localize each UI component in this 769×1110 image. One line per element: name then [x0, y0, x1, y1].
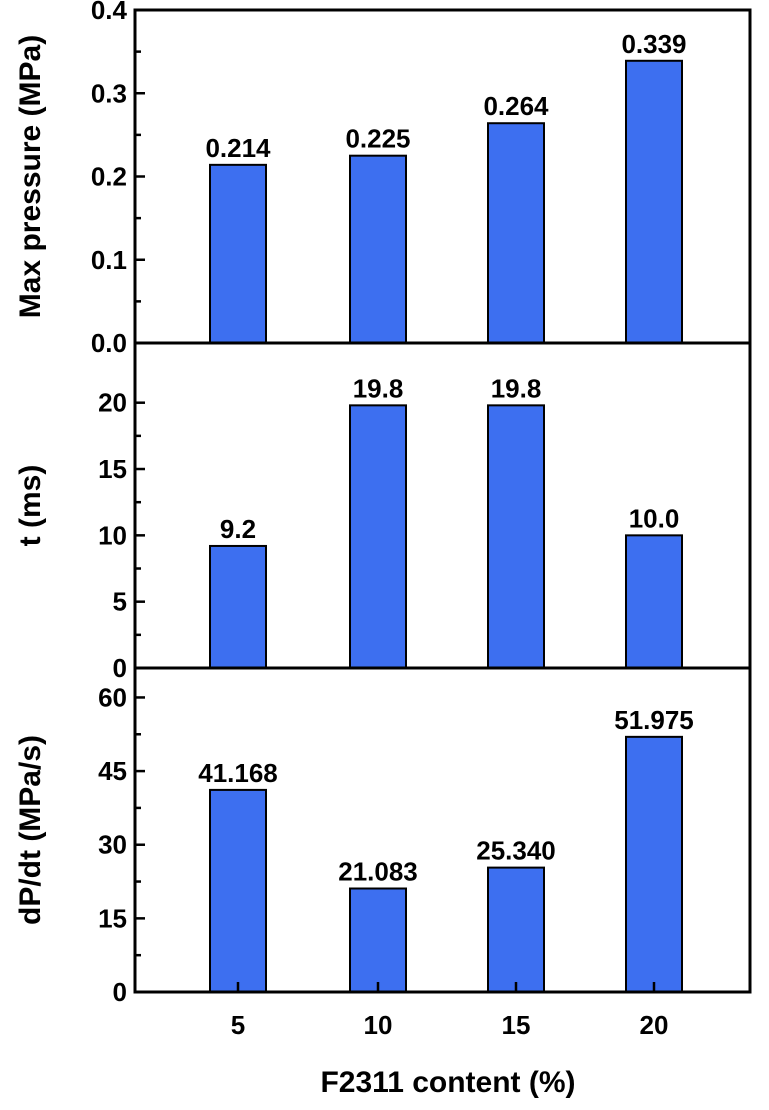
- data-label-panel2-20: 10.0: [629, 503, 680, 533]
- data-label-panel3-5: 41.168: [198, 758, 278, 788]
- y-tick-label-panel3: 60: [98, 682, 127, 712]
- bar-panel1-15: [487, 122, 545, 344]
- data-label-panel1-15: 0.264: [483, 91, 549, 121]
- data-label-panel3-10: 21.083: [338, 857, 418, 887]
- y-tick-label-panel1: 0.1: [91, 245, 127, 275]
- x-tick-label-15: 15: [502, 1010, 531, 1040]
- panel-2: 9.2 19.8 19.8 10.0 0 5 10 15 20 t (ms): [14, 341, 752, 683]
- y-tick-label-panel2: 15: [98, 454, 127, 484]
- y-axis-title-panel2: t (ms): [14, 465, 47, 547]
- panel-3: 41.168 21.083 25.340 51.975 0 15 30 45 60 dP/dt (…: [14, 666, 752, 1007]
- bar-panel1-20: [625, 59, 683, 344]
- panel-1: 0.214 0.225 0.264 0.339 0.0 0.1 0.2 0.3 0.4 Max p…: [14, 0, 752, 358]
- y-tick-label-panel3: 45: [98, 756, 127, 786]
- chart-panels: 0.214 0.225 0.264 0.339 0.0 0.1 0.2 0.3 0.4 Max p…: [14, 0, 752, 1007]
- bar-panel3-15: [487, 866, 545, 993]
- bar-panel2-20: [625, 534, 683, 669]
- data-label-panel1-5: 0.214: [205, 133, 271, 163]
- x-axis-title: F2311 content (%): [320, 1066, 575, 1099]
- bar-panel1-10: [349, 154, 407, 344]
- shared-x-axis: 5 10 15 20: [231, 982, 669, 1040]
- panel-frame-3: [133, 666, 752, 994]
- y-tick-label-panel3: 15: [98, 903, 127, 933]
- y-axis-title-panel3: dP/dt (MPa/s): [14, 735, 47, 925]
- y-tick-label-panel1: 0.4: [91, 0, 128, 25]
- y-tick-label-panel2: 5: [113, 587, 127, 617]
- y-axis-title-panel1: Max pressure (MPa): [14, 35, 47, 318]
- y-tick-label-panel3: 30: [98, 830, 127, 860]
- x-tick-label-5: 5: [231, 1010, 245, 1040]
- y-tick-label-panel1: 0.3: [91, 78, 127, 108]
- y-tick-label-panel2: 10: [98, 520, 127, 550]
- bar-panel2-10: [349, 404, 407, 669]
- y-tick-label-panel2: 20: [98, 388, 127, 418]
- data-label-panel3-20: 51.975: [614, 705, 694, 735]
- data-label-panel2-10: 19.8: [353, 373, 404, 403]
- bar-panel2-15: [487, 404, 545, 669]
- bar-panel1-5: [209, 163, 267, 344]
- bar-panel2-5: [209, 544, 267, 669]
- y-tick-label-panel3: 0: [113, 977, 127, 1007]
- bar-panel3-20: [625, 735, 683, 993]
- data-label-panel2-5: 9.2: [220, 514, 256, 544]
- data-label-panel1-20: 0.339: [621, 29, 686, 59]
- bar-panel3-5: [209, 788, 267, 993]
- y-tick-label-panel1: 0.2: [91, 162, 127, 192]
- bar-panel3-10: [349, 887, 407, 994]
- x-tick-label-20: 20: [640, 1010, 669, 1040]
- y-tick-label-panel2: 0: [113, 653, 127, 683]
- y-tick-label-panel1: 0.0: [91, 328, 127, 358]
- data-label-panel1-10: 0.225: [345, 124, 410, 154]
- data-label-panel3-15: 25.340: [476, 836, 556, 866]
- data-label-panel2-15: 19.8: [491, 373, 542, 403]
- x-tick-label-10: 10: [364, 1010, 393, 1040]
